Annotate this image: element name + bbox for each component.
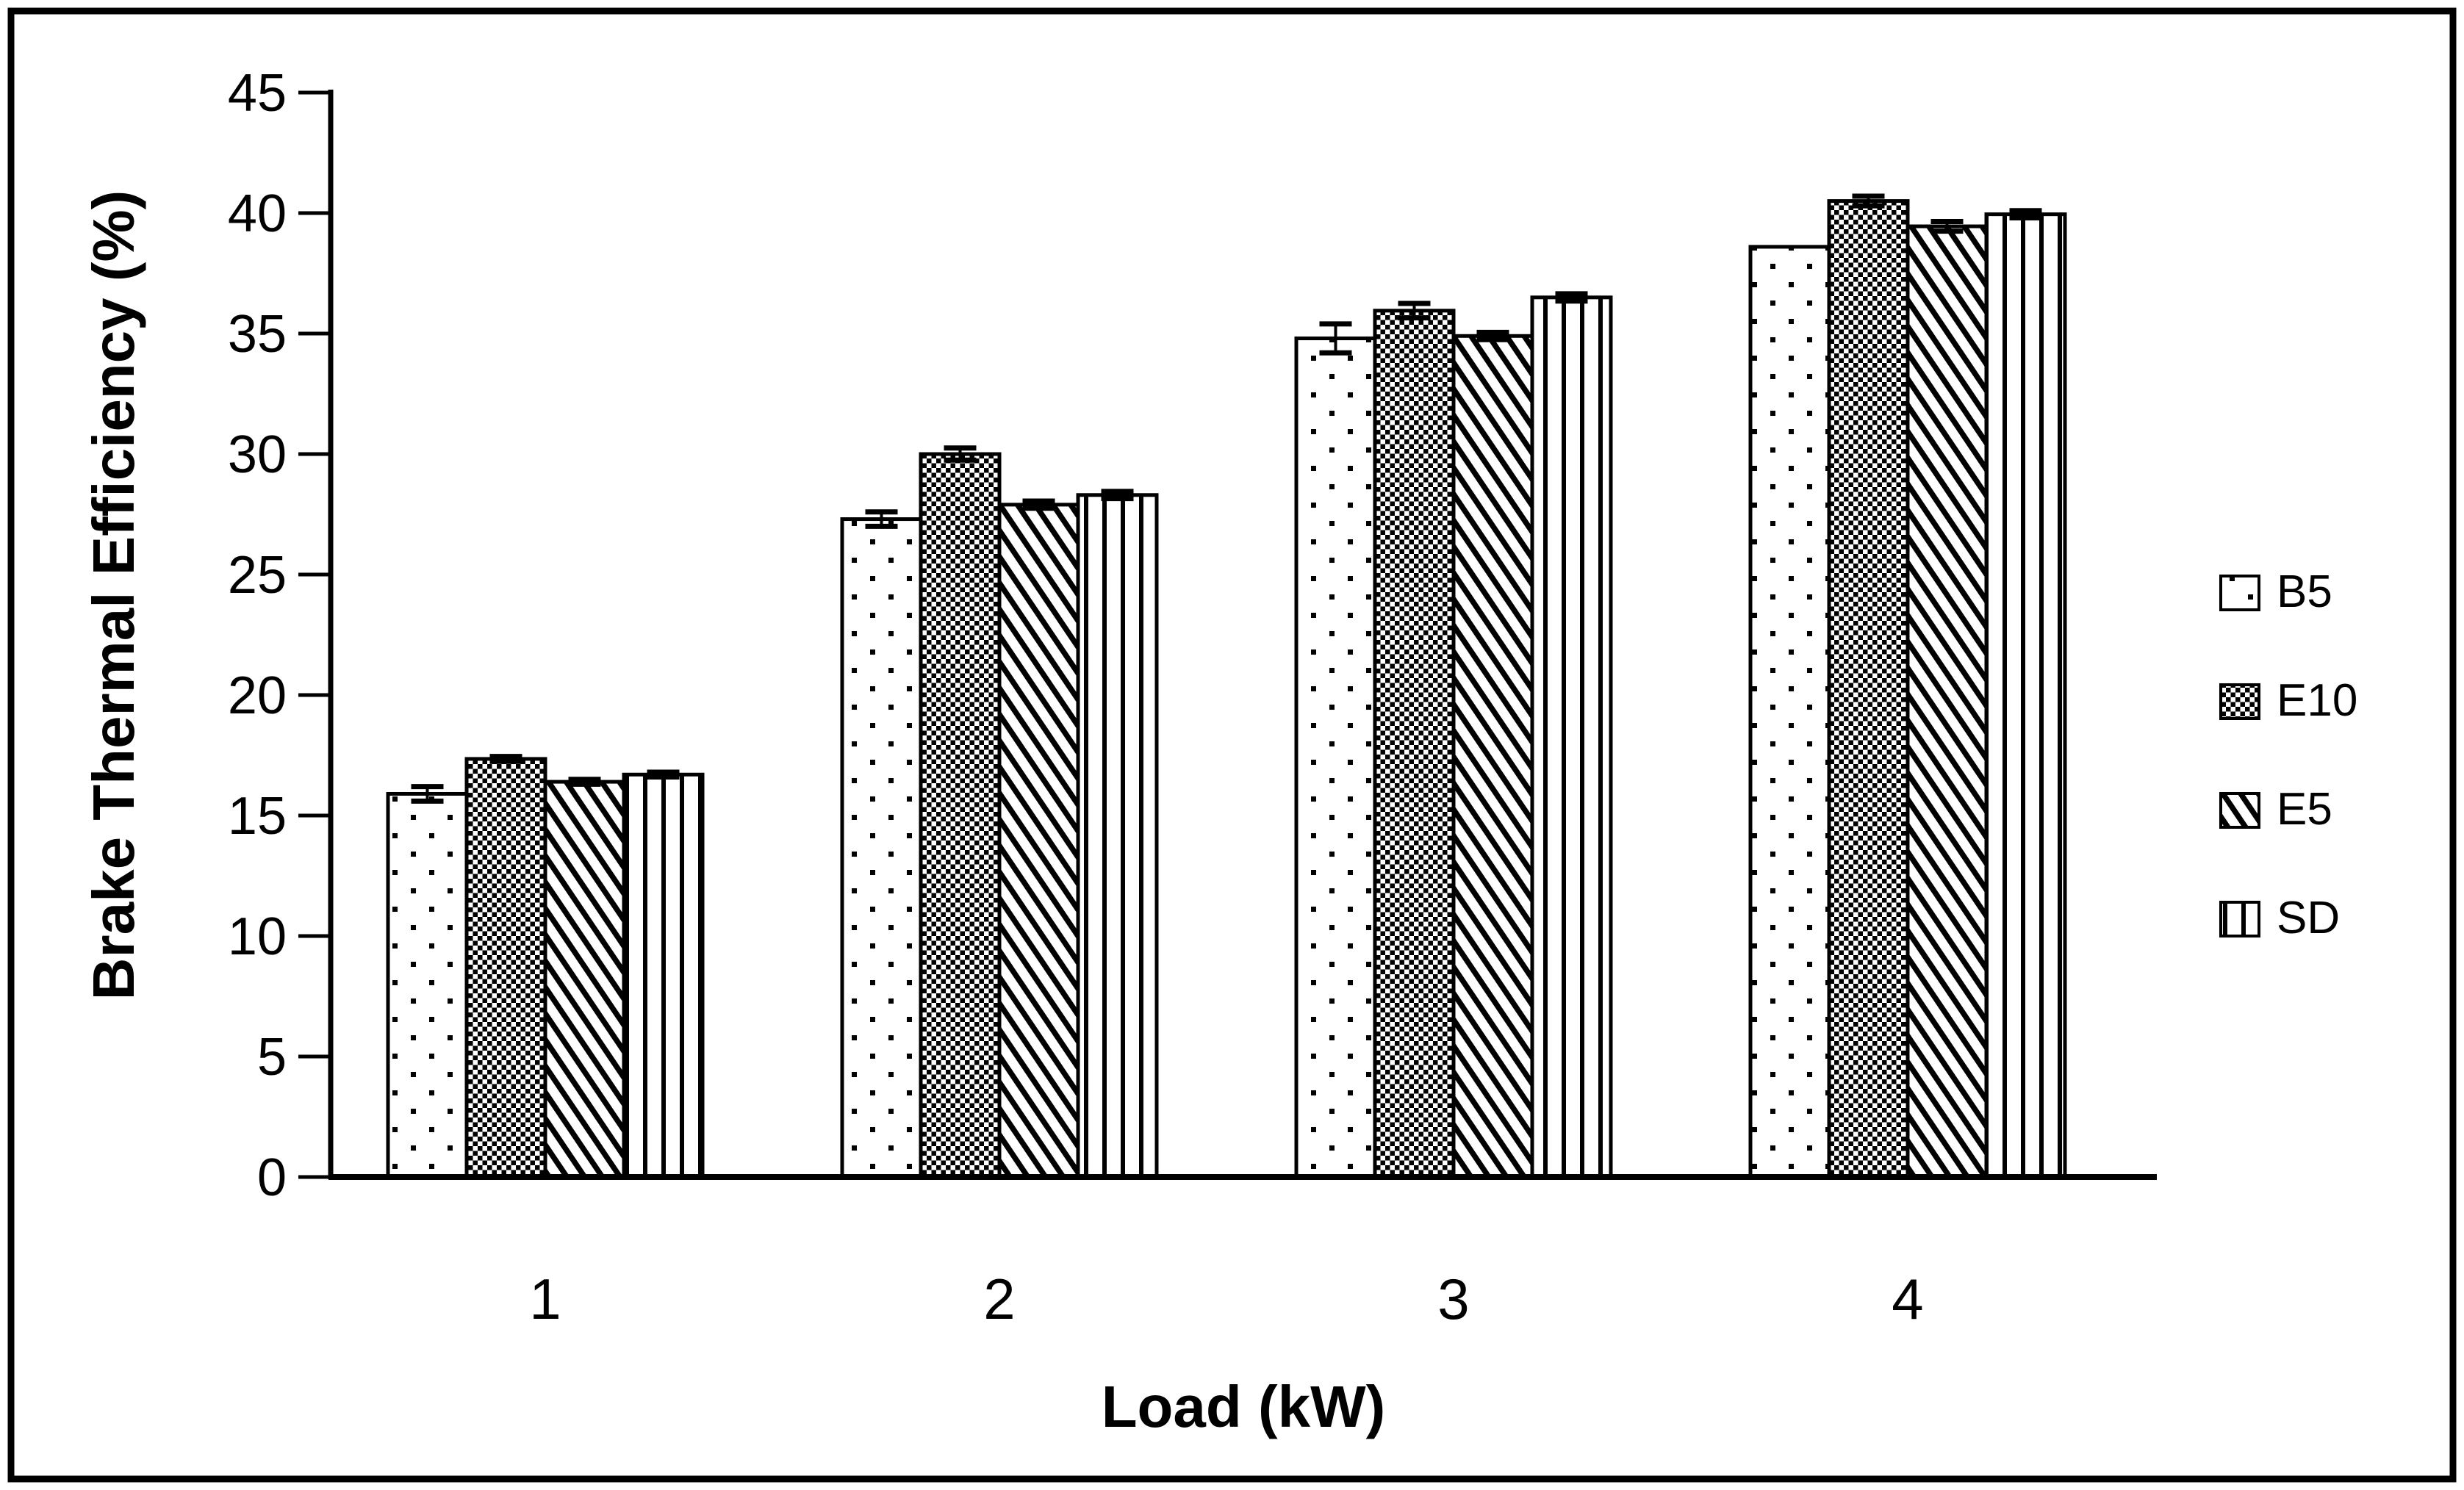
- plot-area: 0 5 10 15 20 25 30 35 40 45 1 2 3 4: [228, 64, 2157, 1331]
- bar-e10-load3: [1373, 309, 1456, 1179]
- y-tick-label-25: 25: [228, 546, 287, 605]
- bar-sd-load1: [622, 772, 705, 1179]
- y-tick-label-5: 5: [257, 1028, 287, 1087]
- y-tick-label-40: 40: [228, 184, 287, 243]
- bar-sd-load2: [1076, 493, 1159, 1179]
- x-tick-label-2: 2: [983, 1267, 1015, 1331]
- y-tick-label-30: 30: [228, 425, 287, 484]
- bar-sd-load4: [1984, 212, 2067, 1179]
- y-tick-label-15: 15: [228, 787, 287, 846]
- legend-swatch-b5: [2219, 575, 2260, 611]
- x-tick-label-1: 1: [529, 1267, 561, 1331]
- legend-swatch-e10: [2219, 683, 2260, 720]
- legend: B5 E10 E5 SD: [2219, 566, 2357, 943]
- legend-item-e5: E5: [2219, 784, 2332, 835]
- bar-e10-load2: [919, 452, 1002, 1179]
- y-tick-label-35: 35: [228, 305, 287, 364]
- bar-e10-load4: [1827, 199, 1910, 1179]
- legend-label-sd: SD: [2277, 893, 2340, 943]
- y-tick-label-10: 10: [228, 907, 287, 966]
- x-axis-title: Load (kW): [1102, 1374, 1386, 1439]
- x-tick-label-4: 4: [1892, 1267, 1923, 1331]
- y-tick-label-0: 0: [257, 1148, 287, 1207]
- y-tick-label-45: 45: [228, 64, 287, 123]
- bar-e10-load1: [464, 757, 547, 1179]
- bar-sd-load3: [1530, 295, 1613, 1179]
- bar-e5-load4: [1906, 224, 1989, 1179]
- legend-swatch-e5: [2219, 792, 2260, 829]
- bar-b5-load1: [386, 791, 469, 1179]
- bar-e5-load2: [997, 503, 1080, 1179]
- y-axis-title: Brake Thermal Efficiency (%): [81, 190, 146, 1001]
- y-tick-label-20: 20: [228, 666, 287, 725]
- figure-border: [7, 7, 2457, 1483]
- bar-e5-load1: [543, 780, 626, 1179]
- legend-item-b5: B5: [2219, 566, 2332, 617]
- legend-label-b5: B5: [2277, 566, 2332, 617]
- bar-b5-load4: [1748, 245, 1831, 1179]
- bar-b5-load3: [1294, 336, 1377, 1179]
- bar-b5-load2: [840, 517, 923, 1179]
- x-tick-label-3: 3: [1437, 1267, 1469, 1331]
- legend-swatch-sd: [2219, 901, 2260, 937]
- legend-item-sd: SD: [2219, 893, 2340, 943]
- legend-item-e10: E10: [2219, 675, 2357, 726]
- legend-label-e10: E10: [2277, 675, 2357, 726]
- legend-label-e5: E5: [2277, 784, 2332, 835]
- bar-e5-load3: [1451, 334, 1534, 1179]
